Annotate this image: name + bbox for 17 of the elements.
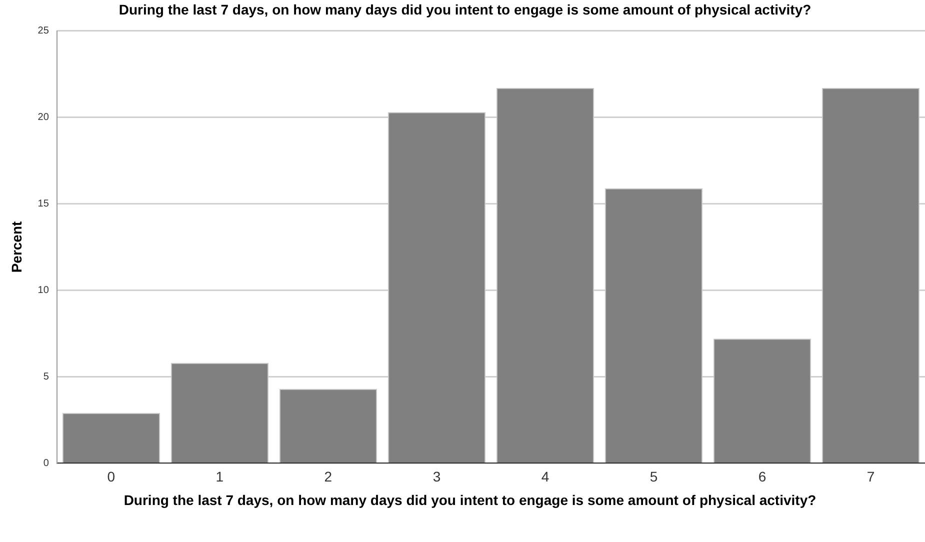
y-tick-label: 10 xyxy=(38,284,50,296)
y-tick-label: 20 xyxy=(38,112,50,124)
y-tick-label: 0 xyxy=(43,458,50,469)
chart-title: During the last 7 days, on how many days did you intent to engage is some amount of physical activity? xyxy=(118,1,812,18)
x-tick-label: 0 xyxy=(107,468,116,484)
x-axis-title: During the last 7 days, on how many days did you intent to engage is some amount of physical activity? xyxy=(122,492,818,508)
x-tick-label: 5 xyxy=(650,468,658,484)
x-tick-label: 6 xyxy=(758,468,766,484)
x-tick-label: 4 xyxy=(541,468,550,484)
x-tick-label: 2 xyxy=(324,468,332,484)
y-tick-label: 15 xyxy=(38,198,50,210)
y-axis-title: Percent xyxy=(8,220,24,273)
y-tick-label: 5 xyxy=(43,371,50,382)
x-tick-label: 1 xyxy=(216,468,224,484)
y-tick-label: 25 xyxy=(38,26,50,37)
x-tick-label: 7 xyxy=(866,468,875,484)
x-tick-label: 3 xyxy=(432,468,441,484)
